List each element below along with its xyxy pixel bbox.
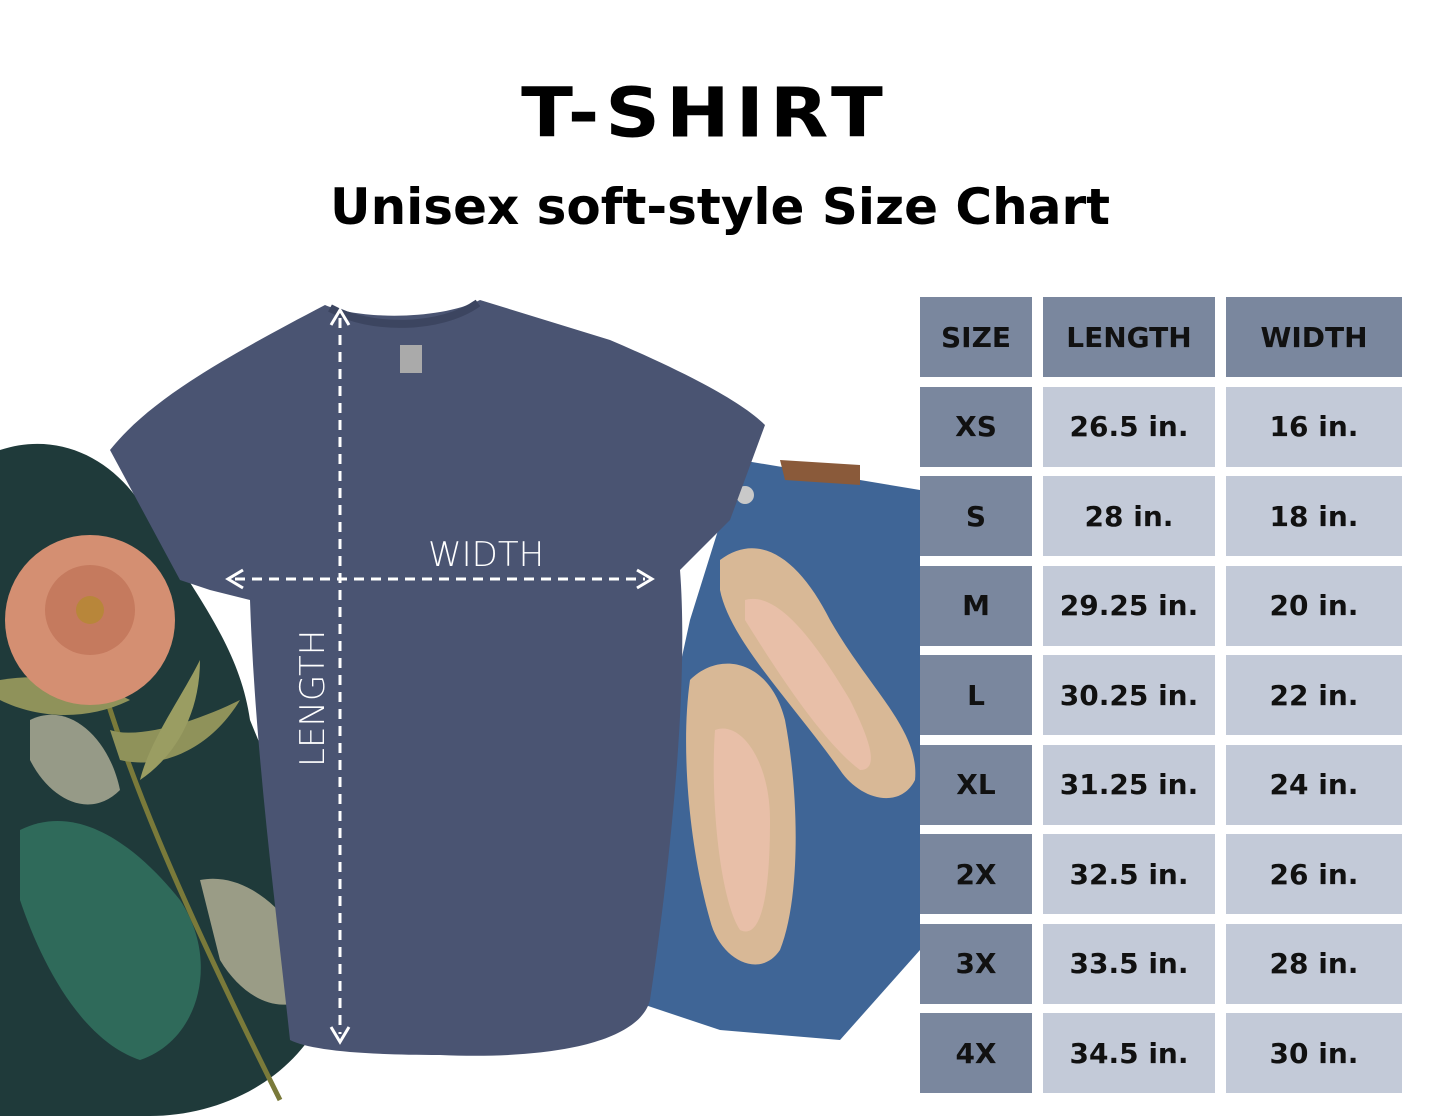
page-title: T-SHIRT	[521, 72, 889, 153]
length-cell: 31.25 in.	[1043, 744, 1215, 825]
length-cell: 34.5 in.	[1043, 1013, 1215, 1093]
size-cell: XS	[920, 386, 1032, 467]
size-cell: XL	[920, 744, 1032, 825]
width-cell: 30 in.	[1226, 1013, 1402, 1093]
size-cell: 2X	[920, 834, 1032, 914]
width-cell: 28 in.	[1226, 923, 1402, 1004]
size-cell: M	[920, 565, 1032, 646]
length-cell: 26.5 in.	[1043, 386, 1215, 467]
length-cell: 33.5 in.	[1043, 923, 1215, 1004]
size-cell: 3X	[920, 923, 1032, 1004]
size-cell: L	[920, 655, 1032, 735]
size-cell: 4X	[920, 1013, 1032, 1093]
width-label: WIDTH	[428, 535, 545, 575]
length-cell: 32.5 in.	[1043, 834, 1215, 914]
table-header-cell: SIZE	[920, 297, 1032, 377]
length-label: LENGTH	[293, 629, 333, 767]
flatlay-illustration	[0, 299, 920, 1116]
width-cell: 26 in.	[1226, 834, 1402, 914]
size-cell: S	[920, 476, 1032, 556]
table-header-cell: LENGTH	[1043, 297, 1215, 377]
width-cell: 16 in.	[1226, 386, 1402, 467]
length-cell: 30.25 in.	[1043, 655, 1215, 735]
product-photo: WIDTH LENGTH	[0, 290, 920, 1116]
width-cell: 18 in.	[1226, 476, 1402, 556]
table-header-cell: WIDTH	[1226, 297, 1402, 377]
length-cell: 29.25 in.	[1043, 565, 1215, 646]
width-cell: 24 in.	[1226, 744, 1402, 825]
t-shirt	[110, 300, 765, 1056]
width-cell: 22 in.	[1226, 655, 1402, 735]
page-subtitle: Unisex soft-style Size Chart	[329, 178, 1111, 236]
length-cell: 28 in.	[1043, 476, 1215, 556]
width-cell: 20 in.	[1226, 565, 1402, 646]
